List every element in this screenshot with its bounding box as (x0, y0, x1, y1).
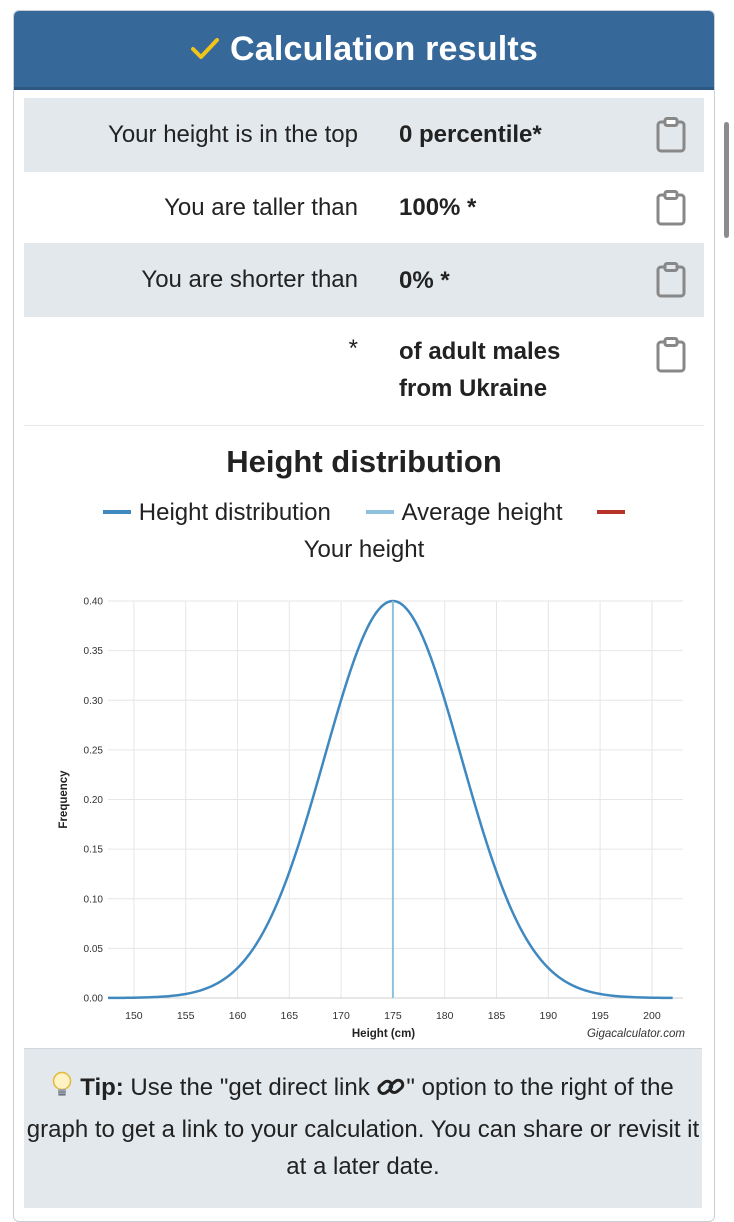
legend-label: Height distribution (138, 499, 331, 526)
legend-item-your-height[interactable] (597, 494, 626, 531)
y-tick-label: 0.25 (84, 745, 104, 756)
result-label: You are taller than (164, 193, 358, 221)
distribution-curve (107, 599, 673, 1000)
result-value-line1: of adult males (399, 338, 561, 365)
x-tick-label: 170 (332, 1010, 350, 1022)
x-tick-label: 200 (643, 1010, 661, 1022)
tip-text-after: " option to the right of the graph to ge… (26, 1074, 700, 1180)
legend-swatch (365, 509, 394, 514)
link-icon[interactable] (376, 1072, 406, 1110)
x-tick-label: 160 (229, 1010, 247, 1022)
x-tick-label: 195 (591, 1010, 609, 1022)
results-panel: Calculation results Your height is in th… (13, 10, 715, 1222)
legend-swatch (597, 509, 626, 514)
result-label: You are shorter than (141, 266, 358, 293)
y-tick-label: 0.05 (84, 944, 104, 955)
x-tick-label: 155 (177, 1010, 195, 1022)
result-label: Your height is in the top (108, 120, 358, 148)
y-tick-label: 0.15 (84, 845, 104, 856)
x-tick-label: 150 (125, 1010, 143, 1022)
x-tick-label: 165 (281, 1010, 299, 1022)
clipboard-icon[interactable] (656, 189, 686, 226)
y-tick-label: 0.30 (84, 696, 104, 707)
results-table: Your height is in the top 0 percentile* … (24, 98, 704, 426)
check-icon (190, 36, 220, 62)
x-axis-label: Height (cm) (352, 1028, 415, 1040)
x-tick-label: 190 (540, 1010, 558, 1022)
legend-label: Average height (401, 499, 563, 526)
y-tick-label: 0.10 (84, 894, 104, 905)
y-tick-label: 0.40 (84, 597, 104, 608)
tip-text-before: Use the "get direct link (123, 1074, 377, 1101)
results-title: Calculation results (230, 29, 538, 68)
chart-title: Height distribution (226, 444, 502, 479)
legend-item-distribution[interactable]: Height distribution (102, 494, 331, 531)
height-chart: 0.00 0.05 0.10 0.15 0.20 0.25 0.30 0.35 0.40 150 1… (58, 597, 685, 1041)
y-tick-label: 0.00 (84, 994, 104, 1005)
y-axis-label: Frequency (58, 770, 70, 829)
scrollbar[interactable] (724, 122, 729, 238)
lightbulb-icon (52, 1071, 72, 1111)
tip-box: Tip: Use the "get direct link " option t… (24, 1048, 702, 1208)
result-value: of adult males from Ukraine (399, 333, 560, 407)
legend-item-average[interactable]: Average height (365, 494, 563, 531)
result-label: * (348, 335, 358, 362)
x-tick-label: 180 (436, 1010, 454, 1022)
clipboard-icon[interactable] (656, 337, 686, 373)
chart-credit: Gigacalculator.com (587, 1028, 685, 1040)
result-value: 0% * (399, 266, 450, 294)
clipboard-icon[interactable] (656, 262, 686, 298)
x-tick-label: 185 (488, 1010, 506, 1022)
legend-label-your-height: Your height (303, 536, 425, 563)
result-row-percentile: Your height is in the top 0 percentile* (24, 98, 704, 172)
result-value: 0 percentile* (399, 121, 542, 148)
result-row-taller: You are taller than 100% * (24, 172, 704, 244)
legend-swatch (102, 509, 131, 514)
y-tick-label: 0.35 (84, 646, 104, 657)
clipboard-icon[interactable] (656, 116, 686, 153)
result-row-shorter: You are shorter than 0% * (24, 244, 704, 317)
chart-legend: Height distribution Average height Your … (14, 494, 714, 568)
result-row-population: * of adult males from Ukraine (24, 317, 704, 426)
results-header: Calculation results (14, 11, 714, 90)
result-value-line2: from Ukraine (399, 375, 548, 402)
x-tick-label: 175 (384, 1010, 402, 1022)
y-tick-label: 0.20 (84, 795, 104, 806)
result-value: 100% * (399, 194, 477, 221)
tip-label: Tip: (80, 1074, 124, 1101)
